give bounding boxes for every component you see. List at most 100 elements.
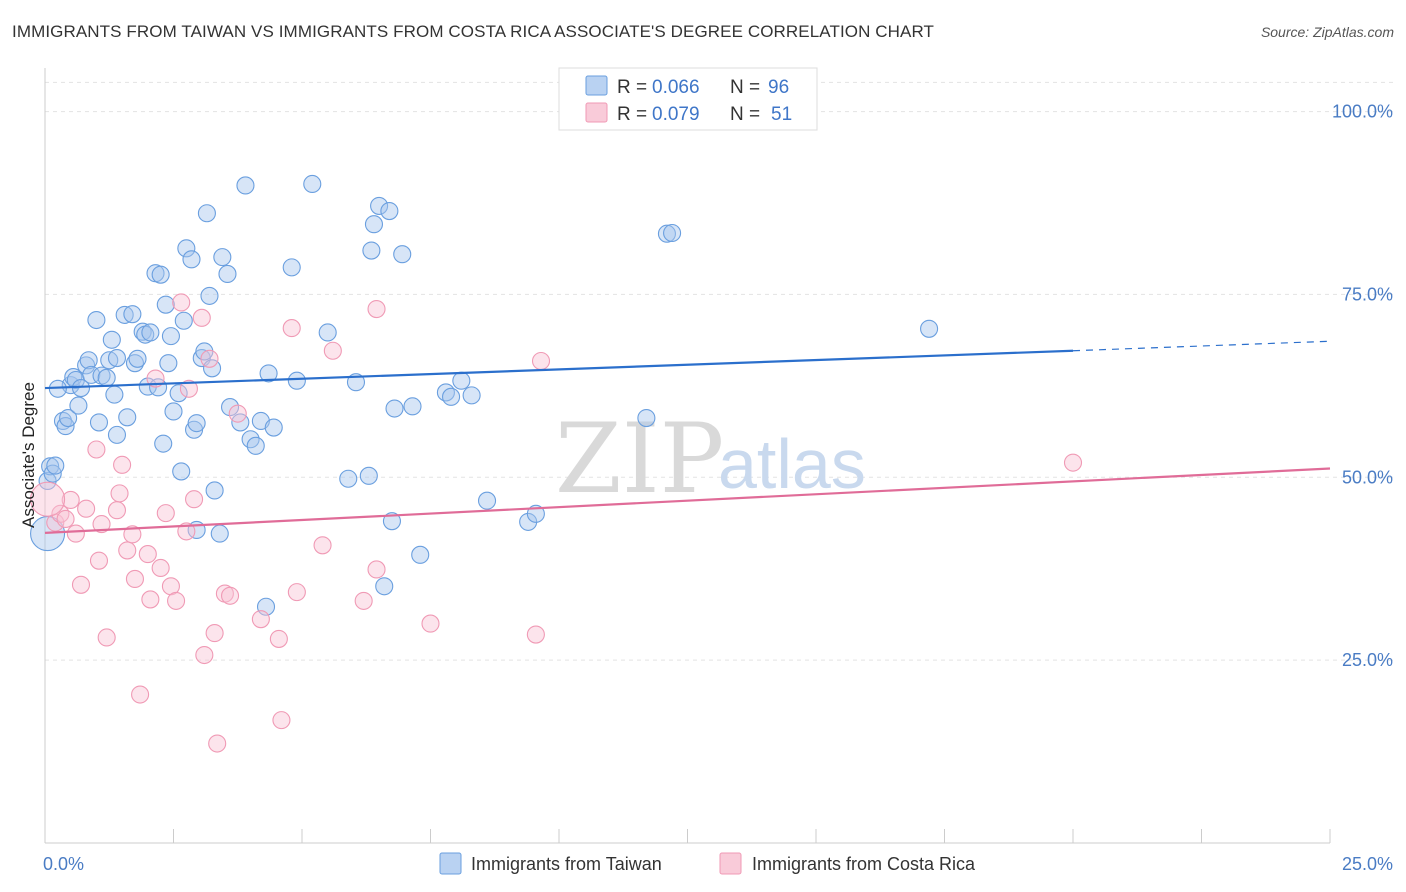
legend-costa-rica-r-label: R = [617,104,647,125]
taiwan-point [59,408,78,428]
taiwan-point [380,201,399,221]
costa_rica-point [421,614,440,633]
taiwan-point [303,174,322,194]
taiwan-point [187,414,206,433]
taiwan-point [102,330,121,349]
taiwan-point [182,250,201,269]
costa_rica-point [61,490,80,510]
taiwan-point [105,385,124,404]
taiwan-point [161,327,180,346]
watermark-atlas: atlas [718,425,866,503]
taiwan-point [264,418,283,437]
y-tick-label: 25.0% [1342,650,1393,670]
watermark-zip: ZIP [555,403,724,515]
costa_rica-point [354,591,373,610]
taiwan-point [236,176,255,195]
legend-costa-rica-n-value: 51 [771,104,792,125]
taiwan-point [159,354,178,373]
taiwan-point [87,310,106,330]
costa_rica-point [71,575,91,594]
costa_rica-point [172,293,191,312]
costa_rica-point [367,300,386,319]
taiwan-point [462,386,481,405]
bottom-legend-swatch-taiwan [439,852,462,875]
taiwan-point [403,397,422,416]
costa_rica-point [195,645,214,665]
taiwan-point [97,368,116,387]
costa_rica-point [123,525,142,544]
taiwan-point [79,351,98,370]
taiwan-point [41,457,60,476]
taiwan-point [128,349,147,368]
costa_rica-point [1063,453,1083,472]
taiwan-point [69,396,88,415]
legend-costa-rica-n-label: N = [730,104,760,125]
costa_rica-point [208,734,227,753]
taiwan-point [657,224,676,243]
taiwan-point [156,295,175,314]
watermark: ZIP atlas [555,403,866,515]
taiwan-point [154,434,173,453]
series-costa-rica [30,293,1083,753]
taiwan-point [133,322,152,341]
taiwan-point [82,365,101,384]
costa_rica-point [97,628,116,647]
taiwan-point [210,524,229,543]
taiwan-point [164,402,183,421]
costa_rica-point [323,341,342,360]
taiwan-point [663,223,682,243]
costa_rica-point [113,455,132,474]
costa_rica-point [220,586,240,605]
taiwan-point [77,356,96,375]
taiwan-point [115,305,134,324]
taiwan-point [375,577,394,596]
taiwan-point [141,323,160,342]
taiwan-point [107,349,127,368]
costa_rica-point [131,685,150,704]
costa_rica-point [56,509,75,529]
legend-costa-rica-r-value: 0.079 [652,104,700,125]
taiwan-point [364,215,384,234]
taiwan-point [46,456,65,475]
costa_rica-point [151,558,170,578]
taiwan-trend-line-extension [1072,340,1331,352]
costa_rica-point [272,711,291,730]
costa_rica-point [179,379,198,398]
taiwan-point [218,264,237,283]
legend-taiwan-r-value: 0.066 [652,77,700,98]
taiwan-point [637,408,656,428]
costa_rica-point [367,560,386,579]
costa_rica-point [66,524,85,543]
costa_rica-point [228,404,247,423]
costa_rica-point [313,536,332,555]
source-label: Source: ZipAtlas.com [1260,24,1394,40]
chart-title: IMMIGRANTS FROM TAIWAN VS IMMIGRANTS FRO… [12,22,935,41]
costa_rica-point [89,551,109,570]
costa_rica-point [51,504,70,523]
taiwan-point [123,305,142,324]
taiwan-point [393,245,412,264]
tick-labels: 25.0% 50.0% 75.0% 100.0% 0.0% 25.0% [43,102,1393,874]
legend-swatch-costa-rica [585,102,608,123]
costa_rica-point [125,569,144,589]
taiwan-point [174,311,193,330]
costa_rica-point [167,591,186,610]
taiwan-point [339,469,358,488]
y-tick-label: 75.0% [1342,284,1393,304]
costa_rica-point [87,440,106,459]
y-tick-label: 50.0% [1342,467,1393,487]
taiwan-point [213,248,232,267]
taiwan-point [282,258,301,277]
taiwan-point [370,196,389,215]
taiwan-point [442,387,461,406]
taiwan-point [526,504,545,523]
costa_rica-point [92,515,111,534]
trend-lines [44,340,1331,534]
taiwan-point [89,413,109,432]
costa_rica-point [118,541,137,560]
costa_rica-trend-line [44,467,1331,534]
legend-taiwan-n-label: N = [730,77,760,98]
taiwan-point [200,286,219,305]
costa_rica-point [287,583,306,602]
taiwan-point [177,239,196,258]
